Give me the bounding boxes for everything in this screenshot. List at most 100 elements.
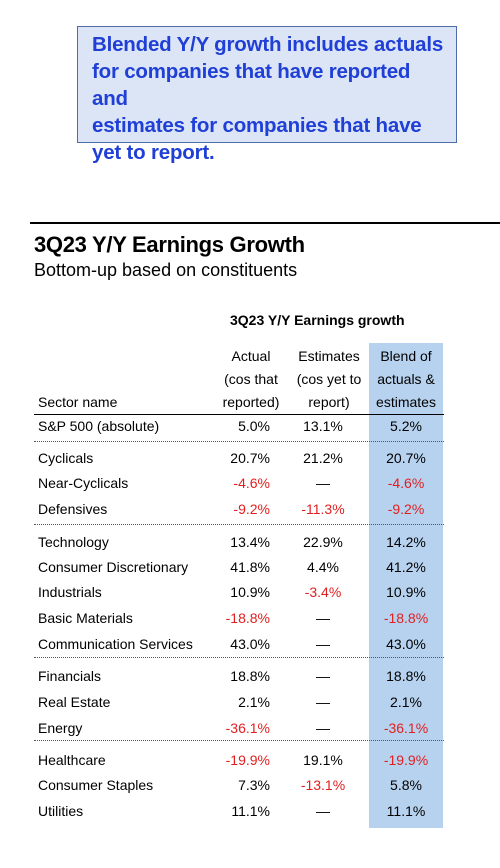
estimates-value: 13.1%: [303, 418, 343, 434]
header-blend: Blend of actuals & estimates: [369, 345, 443, 414]
actual-value: -4.6%: [233, 475, 270, 491]
actual-value: -9.2%: [233, 501, 270, 517]
callout-box: Blended Y/Y growth includes actuals for …: [77, 26, 457, 164]
table-row: Consumer Discretionary 41.8% 4.4% 41.2%: [38, 555, 448, 580]
sector-name: Real Estate: [38, 694, 111, 710]
estimates-value: 22.9%: [303, 534, 343, 550]
header-estimates: Estimates (cos yet to report): [290, 345, 368, 414]
estimates-value: -11.3%: [301, 501, 345, 517]
header-actual-line: Actual: [231, 348, 271, 364]
sector-name: Consumer Staples: [38, 777, 154, 793]
sector-name: Utilities: [38, 803, 84, 819]
group-separator: [34, 441, 444, 442]
callout-line: for companies that have reported and: [92, 60, 411, 110]
actual-value: 10.9%: [230, 584, 270, 600]
actual-value: 11.1%: [231, 803, 270, 819]
table-row: Technology 13.4% 22.9% 14.2%: [38, 530, 448, 555]
sector-name: Basic Materials: [38, 610, 133, 626]
table-row: Healthcare -19.9% 19.1% -19.9%: [38, 748, 448, 773]
table-row: Cyclicals 20.7% 21.2% 20.7%: [38, 446, 448, 471]
blend-value: 41.2%: [386, 559, 426, 575]
actual-value: -18.8%: [225, 610, 270, 626]
blend-value: 11.1%: [386, 803, 426, 819]
header-actual-line: reported): [222, 394, 280, 410]
callout-line: yet to report.: [92, 141, 215, 164]
callout-line: Blended Y/Y growth includes actuals: [92, 33, 444, 56]
blend-value: 5.8%: [390, 777, 422, 793]
blend-column-highlight: [369, 343, 443, 828]
sector-name: Energy: [38, 720, 83, 736]
sector-name: Cyclicals: [38, 450, 94, 466]
sector-name: Healthcare: [38, 752, 106, 768]
header-rule: [34, 414, 444, 415]
blend-value: -4.6%: [387, 475, 425, 491]
callout-line: estimates for companies that have: [92, 114, 422, 137]
header-sector: Sector name: [38, 394, 118, 410]
table-title: 3Q23 Y/Y Earnings growth: [230, 312, 405, 328]
blend-value: -19.9%: [383, 752, 429, 768]
header-estimates-line: (cos yet to: [296, 371, 362, 387]
page-subtitle: Bottom-up based on constituents: [34, 260, 298, 280]
estimates-value: -3.4%: [304, 584, 342, 600]
header-actual: Actual (cos that reported): [208, 345, 294, 414]
sector-name: S&P 500 (absolute): [38, 418, 160, 434]
table-row: Energy -36.1% — -36.1%: [38, 716, 448, 741]
blend-value: -9.2%: [387, 501, 425, 517]
table-row: Near-Cyclicals -4.6% — -4.6%: [38, 471, 448, 496]
estimates-value: —: [316, 668, 330, 684]
sector-name: Communication Services: [38, 636, 193, 652]
actual-value: 20.7%: [230, 450, 270, 466]
header-blend-line: estimates: [376, 394, 436, 410]
estimates-value: —: [316, 720, 330, 736]
sector-name: Technology: [38, 534, 109, 550]
actual-value: -36.1%: [225, 720, 270, 736]
estimates-value: —: [316, 610, 330, 626]
table-row: Real Estate 2.1% — 2.1%: [38, 690, 448, 715]
actual-value: -19.9%: [225, 752, 270, 768]
blend-value: 20.7%: [386, 450, 426, 466]
actual-value: 7.3%: [238, 777, 270, 793]
actual-value: 18.8%: [230, 668, 270, 684]
estimates-value: —: [316, 475, 330, 491]
title-divider: [30, 222, 500, 224]
sector-name: Consumer Discretionary: [38, 559, 189, 575]
sector-name: Financials: [38, 668, 102, 684]
sector-name: Industrials: [38, 584, 102, 600]
blend-value: 14.2%: [386, 534, 426, 550]
group-separator: [34, 740, 444, 741]
estimates-value: 4.4%: [307, 559, 339, 575]
group-separator: [34, 657, 444, 658]
header-blend-line: actuals &: [377, 371, 435, 387]
table-row: Utilities 11.1% — 11.1%: [38, 799, 448, 824]
estimates-value: —: [316, 803, 330, 819]
estimates-value: —: [316, 636, 330, 652]
table-row: Defensives -9.2% -11.3% -9.2%: [38, 497, 448, 522]
blend-value: 5.2%: [390, 418, 422, 434]
table-row: S&P 500 (absolute) 5.0% 13.1% 5.2%: [38, 414, 448, 439]
header-actual-line: (cos that: [224, 371, 278, 387]
sector-name: Near-Cyclicals: [38, 475, 129, 491]
estimates-value: -13.1%: [300, 777, 346, 793]
table-row: Consumer Staples 7.3% -13.1% 5.8%: [38, 773, 448, 798]
blend-value: 2.1%: [390, 694, 422, 710]
header-estimates-line: Estimates: [298, 348, 360, 364]
page-title: 3Q23 Y/Y Earnings Growth: [34, 232, 305, 257]
actual-value: 43.0%: [230, 636, 270, 652]
actual-value: 5.0%: [238, 418, 270, 434]
group-separator: [34, 524, 444, 525]
header-blend-line: Blend of: [380, 348, 432, 364]
table-row: Communication Services 43.0% — 43.0%: [38, 632, 448, 657]
header-estimates-line: report): [308, 394, 350, 410]
table-row: Financials 18.8% — 18.8%: [38, 664, 448, 689]
blend-value: -36.1%: [383, 720, 429, 736]
actual-value: 41.8%: [230, 559, 270, 575]
blend-value: 18.8%: [386, 668, 426, 684]
sector-name: Defensives: [38, 501, 108, 517]
blend-value: 43.0%: [386, 636, 426, 652]
estimates-value: 19.1%: [303, 752, 343, 768]
table-row: Industrials 10.9% -3.4% 10.9%: [38, 580, 448, 605]
estimates-value: —: [316, 694, 330, 710]
actual-value: 13.4%: [230, 534, 270, 550]
actual-value: 2.1%: [238, 694, 270, 710]
estimates-value: 21.2%: [303, 450, 343, 466]
